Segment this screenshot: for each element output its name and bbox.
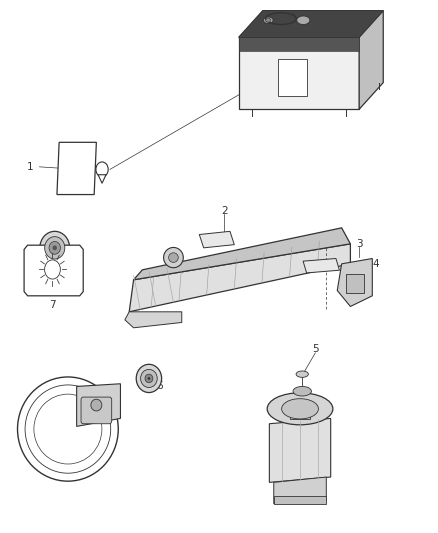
Ellipse shape [282, 399, 318, 419]
FancyBboxPatch shape [274, 496, 326, 504]
FancyBboxPatch shape [346, 274, 364, 293]
Ellipse shape [169, 253, 178, 262]
FancyBboxPatch shape [290, 406, 310, 419]
Text: 7: 7 [49, 300, 56, 310]
Text: 6: 6 [156, 382, 163, 391]
FancyBboxPatch shape [278, 59, 307, 96]
Ellipse shape [96, 162, 108, 177]
Ellipse shape [141, 369, 157, 387]
Ellipse shape [40, 231, 70, 264]
Text: 1: 1 [26, 163, 33, 172]
Text: 2: 2 [221, 206, 228, 215]
Polygon shape [77, 384, 120, 426]
Polygon shape [269, 418, 331, 482]
Text: 3: 3 [356, 239, 363, 248]
Ellipse shape [264, 17, 273, 23]
Polygon shape [57, 142, 96, 195]
FancyBboxPatch shape [81, 397, 112, 424]
Ellipse shape [164, 247, 183, 268]
Ellipse shape [53, 245, 57, 251]
Ellipse shape [296, 371, 308, 377]
Ellipse shape [267, 393, 333, 425]
Text: 5: 5 [312, 344, 319, 354]
Polygon shape [24, 245, 83, 296]
Polygon shape [199, 231, 234, 248]
Polygon shape [129, 244, 350, 312]
Polygon shape [303, 259, 339, 273]
Polygon shape [274, 477, 326, 504]
Ellipse shape [148, 377, 150, 379]
Polygon shape [239, 11, 383, 37]
Ellipse shape [265, 18, 271, 22]
Ellipse shape [45, 260, 60, 279]
Polygon shape [239, 37, 359, 109]
Text: 4: 4 [372, 259, 379, 269]
Polygon shape [125, 312, 182, 328]
Ellipse shape [293, 386, 311, 396]
Polygon shape [239, 37, 359, 51]
Polygon shape [239, 11, 383, 37]
Polygon shape [134, 228, 350, 280]
Ellipse shape [45, 237, 65, 259]
Polygon shape [337, 259, 372, 306]
Ellipse shape [49, 241, 60, 254]
Ellipse shape [91, 399, 102, 411]
Ellipse shape [297, 16, 310, 25]
Polygon shape [359, 11, 383, 109]
Ellipse shape [145, 374, 153, 383]
Polygon shape [98, 175, 106, 183]
Ellipse shape [136, 365, 162, 392]
